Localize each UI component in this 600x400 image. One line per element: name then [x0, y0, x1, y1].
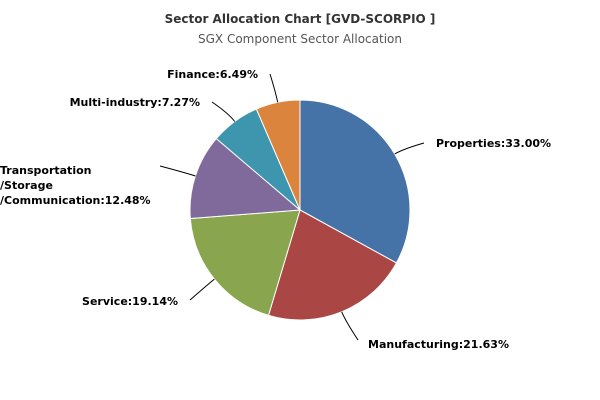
data-label-multi-industry: Multi-industry:7.27% [70, 96, 200, 109]
connector-service [189, 278, 215, 301]
connector-manufacturing [341, 311, 359, 341]
connector-transportation-storage-communication [159, 165, 196, 177]
data-label-service: Service:19.14% [82, 295, 178, 308]
chart-subtitle: SGX Component Sector Allocation [198, 32, 402, 46]
data-label-transportation-storage-communication: Transportation/Storage/Communication:12.… [0, 164, 151, 207]
pie-slice-service[interactable] [189, 209, 301, 317]
connector-multi-industry [211, 101, 236, 122]
pie-slices [189, 99, 411, 321]
connector-properties [394, 142, 425, 155]
connector-finance [269, 73, 279, 103]
label-connectors [159, 73, 425, 341]
pie-slice-properties[interactable] [299, 99, 411, 264]
slice-labels: Properties:33.00% Manufacturing:21.63% Ser… [0, 68, 551, 351]
data-label-properties: Properties:33.00% [436, 137, 551, 150]
pie-slice-manufacturing[interactable] [267, 209, 398, 321]
chart-title: Sector Allocation Chart [GVD-SCORPIO ] [165, 12, 436, 26]
data-label-manufacturing: Manufacturing:21.63% [368, 338, 509, 351]
data-label-finance: Finance:6.49% [167, 68, 258, 81]
